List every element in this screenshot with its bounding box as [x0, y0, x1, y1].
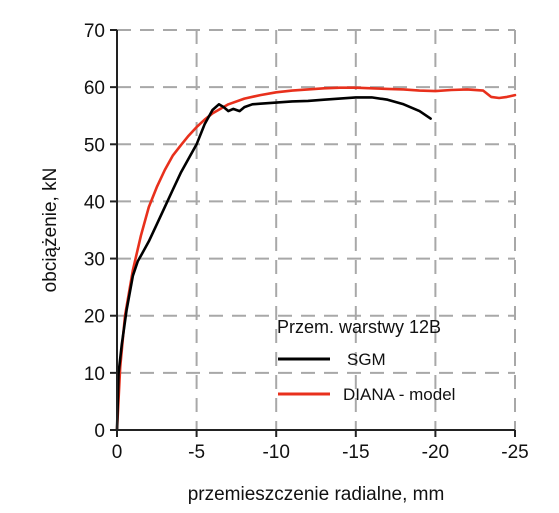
x-tick-label: -25	[501, 442, 528, 463]
x-tick-label: -15	[342, 442, 369, 463]
x-axis-title: przemieszczenie radialne, mm	[188, 484, 445, 505]
legend-label-sgm: SGM	[347, 350, 386, 369]
y-tick-label: 40	[84, 192, 105, 213]
grid-lines	[117, 29, 516, 430]
legend: Przem. warstwy 12B SGM DIANA - model	[277, 317, 455, 404]
x-tick-label: -5	[188, 442, 205, 463]
x-tick-label: 0	[112, 442, 123, 463]
axis-ticks: 0 -5 -10 -15 -20 -25 0 10 20 30 40 50 60 70	[84, 21, 529, 463]
y-tick-label: 50	[84, 135, 105, 156]
legend-title: Przem. warstwy 12B	[277, 317, 441, 337]
y-axis-title: obciążenie, kN	[40, 168, 61, 293]
y-tick-label: 60	[84, 78, 105, 99]
axes	[116, 30, 515, 431]
x-tick-label: -10	[262, 442, 289, 463]
y-tick-label: 20	[84, 307, 105, 328]
series-line-diana	[115, 86, 517, 432]
y-tick-label: 30	[84, 250, 105, 271]
series-line-sgm	[115, 96, 432, 432]
y-tick-label: 70	[84, 21, 105, 42]
x-tick-label: -20	[422, 442, 449, 463]
y-tick-label: 10	[84, 364, 105, 385]
series-lines	[115, 86, 517, 432]
y-tick-label: 0	[94, 421, 105, 442]
legend-label-diana: DIANA - model	[343, 385, 455, 404]
